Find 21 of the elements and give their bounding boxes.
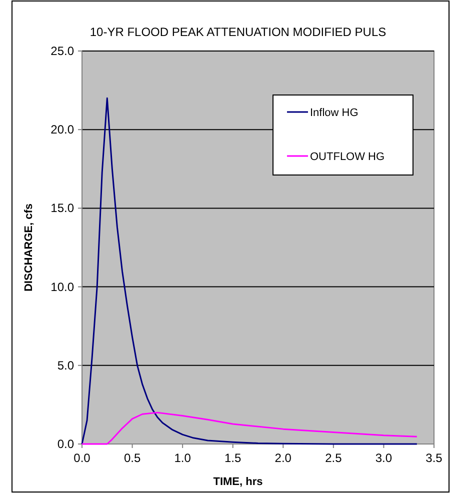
x-axis-title: TIME, hrs <box>213 476 263 488</box>
y-tick-label: 0.0 <box>57 437 74 451</box>
x-tick-label: 0.0 <box>74 451 91 465</box>
y-tick-label: 15.0 <box>50 201 74 216</box>
x-tick-label: 1.0 <box>174 451 192 465</box>
legend-label: OUTFLOW HG <box>310 151 385 163</box>
y-axis-title: DISCHARGE, cfs <box>23 203 35 292</box>
line-series <box>81 412 418 445</box>
chart-title: 10-YR FLOOD PEAK ATTENUATION MODIFIED PULS <box>90 25 386 39</box>
y-tick-label: 20.0 <box>50 122 74 137</box>
y-tick-label: 25.0 <box>50 44 74 58</box>
x-tick-label: 2.5 <box>325 451 342 465</box>
y-tick-label: 5.0 <box>57 358 74 372</box>
legend-label: Inflow HG <box>310 107 358 119</box>
x-tick-label: 3.5 <box>426 451 443 465</box>
line-series <box>81 97 418 445</box>
x-tick-label: 1.5 <box>224 451 242 465</box>
y-tick-label: 10.0 <box>50 280 74 294</box>
x-tick-label: 2.0 <box>274 451 292 465</box>
x-tick-label: 3.0 <box>375 451 392 465</box>
x-tick-label: 0.5 <box>124 451 141 465</box>
